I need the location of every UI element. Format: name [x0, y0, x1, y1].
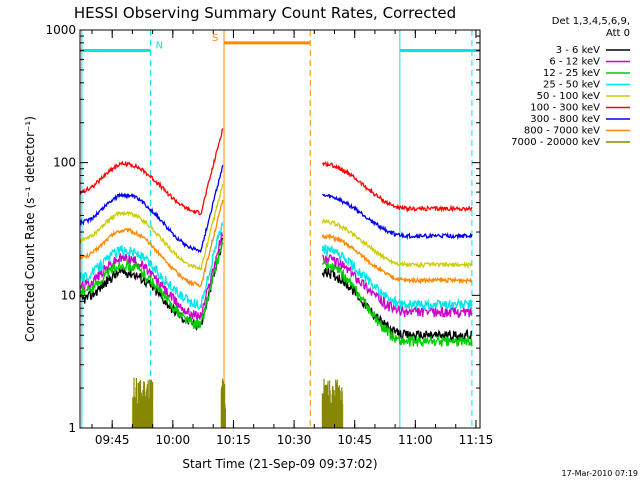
series-line-pre	[79, 221, 224, 311]
x-tick-label: 09:45	[95, 433, 130, 447]
legend-label: 800 - 7000 keV	[524, 126, 600, 137]
x-tick-label: 10:00	[156, 433, 191, 447]
x-tick-label: 11:00	[398, 433, 433, 447]
series-spikes-7000-20000	[220, 378, 226, 428]
series-line-pre	[79, 199, 224, 288]
legend-label: 50 - 100 keV	[537, 91, 601, 102]
plot-frame	[79, 29, 481, 429]
series-line-post	[321, 244, 473, 312]
y-tick-label: 1	[68, 421, 76, 435]
legend-label: 7000 - 20000 keV	[511, 137, 600, 148]
series-line-post	[321, 160, 473, 214]
y-tick-label: 1000	[45, 23, 76, 37]
x-tick-label: 10:15	[216, 433, 251, 447]
legend-header-1: Det 1,3,4,5,6,9,	[552, 16, 630, 27]
series-line-pre	[79, 128, 224, 216]
legend-label: 25 - 50 keV	[543, 80, 600, 91]
series-line-pre	[79, 165, 224, 254]
flag-label: N	[156, 41, 163, 52]
series-line-pre	[79, 184, 224, 271]
series-line-pre	[79, 232, 224, 322]
chart-title: HESSI Observing Summary Count Rates, Cor…	[74, 4, 456, 22]
series-line-pre	[79, 240, 224, 330]
x-axis-label: Start Time (21-Sep-09 09:37:02)	[182, 457, 377, 471]
legend-label: 12 - 25 keV	[543, 68, 600, 79]
series-line-post	[321, 193, 473, 241]
series-line-post	[321, 218, 473, 269]
series-spikes-7000-20000	[131, 377, 154, 428]
plot-area: NS	[79, 30, 480, 428]
series-line-post	[321, 232, 473, 285]
y-axis-label: Corrected Count Rate (s⁻¹ detector⁻¹)	[23, 116, 37, 342]
legend-label: 100 - 300 keV	[530, 103, 600, 114]
legend-header-2: Att 0	[606, 28, 630, 39]
legend-label: 6 - 12 keV	[549, 57, 600, 68]
flag-label: S	[212, 33, 218, 44]
y-tick-label: 100	[53, 156, 76, 170]
x-tick-label: 10:45	[337, 433, 372, 447]
x-axis: 09:45 10:00 10:15 10:30 10:45 11:00 11:15	[91, 30, 494, 447]
x-tick-label: 11:15	[459, 433, 494, 447]
y-axis: 1 10 100 1000	[45, 23, 480, 435]
y-tick-label: 10	[61, 288, 76, 302]
series-spikes-7000-20000	[321, 378, 344, 428]
timestamp: 17-Mar-2010 07:19	[562, 469, 639, 478]
series-line-post	[321, 258, 473, 347]
x-tick-label: 10:30	[277, 433, 312, 447]
legend-label: 3 - 6 keV	[556, 45, 600, 56]
legend-label: 300 - 800 keV	[530, 114, 600, 125]
